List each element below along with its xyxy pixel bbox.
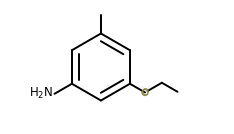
Text: H$_2$N: H$_2$N [29, 86, 53, 101]
Text: O: O [142, 88, 149, 97]
